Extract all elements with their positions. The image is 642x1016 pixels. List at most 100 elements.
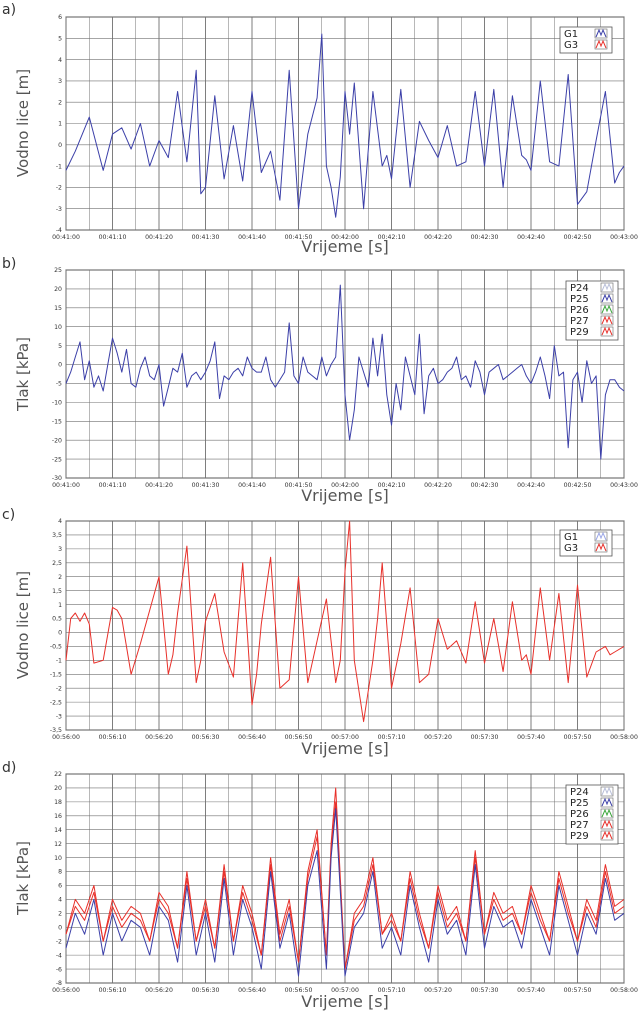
y-tick-label: -6 (56, 966, 62, 973)
y-axis-label: Tlak [kPa] (14, 337, 32, 412)
y-tick-label: 1 (58, 602, 62, 609)
y-tick-label: 16 (54, 813, 62, 820)
y-tick-label: -8 (56, 980, 62, 987)
legend-swatch-line (601, 282, 613, 292)
legend-swatch (600, 830, 614, 841)
y-tick-label: -2 (56, 185, 62, 192)
x-tick-label: 00:58:00 (610, 987, 638, 994)
y-tick-label: 2,5 (52, 560, 62, 567)
x-tick-label: 00:41:20 (145, 482, 173, 489)
legend-label: G1 (564, 29, 578, 40)
y-tick-label: -1 (56, 163, 62, 170)
legend-swatch-line (601, 304, 613, 314)
y-axis-label: Vodno lice [m] (14, 571, 32, 679)
x-tick-label: 00:41:50 (285, 234, 313, 241)
x-tick-label: 00:56:10 (99, 987, 127, 994)
panel-label: c) (2, 507, 15, 523)
y-tick-label: 4 (58, 897, 62, 904)
legend-swatch-line (595, 531, 607, 541)
y-axis-label: Tlak [kPa] (14, 841, 32, 916)
y-tick-label: 5 (58, 343, 62, 350)
y-tick-label: 2 (58, 911, 62, 918)
y-tick-label: 3 (58, 546, 62, 553)
y-tick-label: -3 (56, 713, 62, 720)
y-tick-label: -2,5 (50, 699, 62, 706)
x-tick-label: 00:42:50 (564, 482, 592, 489)
x-tick-label: 00:56:40 (238, 734, 266, 741)
x-axis-label: Vrijeme [s] (301, 739, 389, 758)
y-tick-label: -1,5 (50, 671, 62, 678)
legend-swatch-line (601, 830, 613, 840)
y-tick-label: 6 (58, 883, 62, 890)
x-tick-label: 00:42:20 (424, 482, 452, 489)
y-tick-label: -3,5 (50, 727, 62, 734)
x-tick-label: 00:56:10 (99, 734, 127, 741)
x-tick-label: 00:56:40 (238, 987, 266, 994)
y-tick-label: 14 (54, 827, 62, 834)
x-tick-label: 00:42:50 (564, 234, 592, 241)
y-tick-label: 25 (54, 267, 62, 274)
y-tick-label: 22 (54, 771, 62, 778)
x-tick-label: 00:41:00 (52, 482, 80, 489)
legend-label: P27 (570, 316, 589, 327)
y-tick-label: 0 (58, 362, 62, 369)
y-tick-label: 0 (58, 924, 62, 931)
x-tick-label: 00:57:20 (424, 987, 452, 994)
legend-swatch-line (601, 315, 613, 325)
legend-swatch (594, 28, 608, 39)
x-tick-label: 00:56:30 (192, 987, 220, 994)
legend-label: P25 (570, 294, 589, 305)
legend-swatch-line (601, 786, 613, 796)
legend-swatch (600, 315, 614, 326)
x-tick-label: 00:42:00 (331, 234, 359, 241)
legend-swatch (594, 39, 608, 50)
legend-label: G3 (564, 543, 578, 554)
x-tick-label: 00:56:20 (145, 987, 173, 994)
x-tick-label: 00:57:40 (517, 987, 545, 994)
legend-label: P26 (570, 809, 589, 820)
x-tick-label: 00:41:00 (52, 234, 80, 241)
legend-label: P25 (570, 798, 589, 809)
y-tick-label: 18 (54, 799, 62, 806)
legend-swatch (600, 326, 614, 337)
x-axis-label: Vrijeme [s] (301, 992, 389, 1011)
panel-label: d) (2, 760, 16, 776)
x-tick-label: 00:57:10 (378, 734, 406, 741)
legend-swatch (594, 531, 608, 542)
legend-label: P29 (570, 327, 589, 338)
series-line-P25 (65, 808, 625, 977)
x-tick-label: 00:56:30 (192, 734, 220, 741)
y-tick-label: -1 (56, 658, 62, 665)
y-tick-label: 4 (58, 57, 62, 64)
y-tick-label: -15 (52, 418, 62, 425)
y-tick-label: 10 (54, 324, 62, 331)
x-tick-label: 00:57:50 (564, 734, 592, 741)
legend-swatch-line (595, 542, 607, 552)
x-tick-label: 00:57:30 (471, 987, 499, 994)
x-tick-label: 00:41:50 (285, 482, 313, 489)
x-tick-label: 00:43:00 (610, 482, 638, 489)
panel-label: a) (2, 2, 16, 18)
x-tick-label: 00:42:20 (424, 234, 452, 241)
x-tick-label: 00:42:10 (378, 234, 406, 241)
y-tick-label: 1 (58, 121, 62, 128)
y-tick-label: 1,5 (52, 588, 62, 595)
y-tick-label: 0 (58, 630, 62, 637)
y-tick-label: -20 (52, 437, 62, 444)
legend-swatch (600, 293, 614, 304)
x-tick-label: 00:56:50 (285, 987, 313, 994)
x-tick-label: 00:42:30 (471, 482, 499, 489)
legend-label: P24 (570, 787, 589, 798)
x-tick-label: 00:42:40 (517, 234, 545, 241)
legend-swatch (600, 304, 614, 315)
x-tick-label: 00:42:30 (471, 234, 499, 241)
x-tick-label: 00:56:00 (52, 987, 80, 994)
x-tick-label: 00:58:00 (610, 734, 638, 741)
y-tick-label: 6 (58, 14, 62, 21)
legend-swatch-line (601, 819, 613, 829)
y-tick-label: -2 (56, 938, 62, 945)
x-tick-label: 00:41:40 (238, 234, 266, 241)
